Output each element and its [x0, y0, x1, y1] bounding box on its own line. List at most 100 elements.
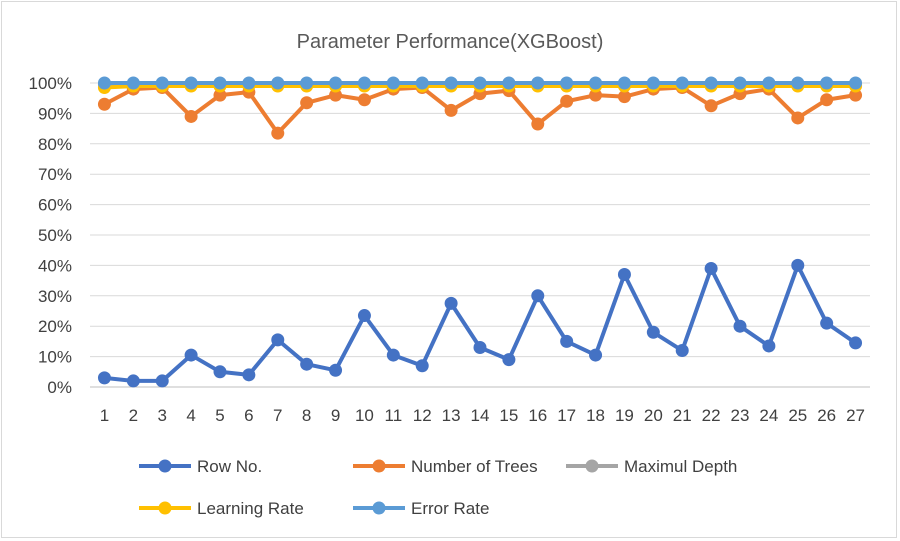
x-tick-label: 17	[557, 406, 576, 425]
data-point	[502, 353, 516, 367]
data-point	[589, 76, 603, 90]
x-tick-label: 1	[100, 406, 109, 425]
data-point	[531, 289, 545, 303]
data-point	[184, 109, 198, 123]
data-point	[271, 76, 285, 90]
data-point	[733, 319, 747, 333]
data-point	[155, 374, 169, 388]
data-point	[97, 97, 111, 111]
data-point	[791, 111, 805, 125]
x-tick-label: 2	[129, 406, 138, 425]
legend-swatch-marker	[372, 459, 386, 473]
x-axis-ticks: 1 2 3 4 5 6 7 8 9 10 11 12 13 14 15 16 17 18 19 20 21 22 23 24 2…	[100, 406, 865, 425]
chart-title: Parameter Performance(XGBoost)	[297, 31, 604, 53]
x-tick-label: 18	[586, 406, 605, 425]
legend-item: Error Rate	[353, 499, 489, 518]
data-point	[97, 371, 111, 385]
data-point	[617, 76, 631, 90]
data-point	[617, 90, 631, 104]
legend: Row No. Number of Trees Maximul Depth Learn…	[139, 457, 737, 518]
x-tick-label: 12	[413, 406, 432, 425]
legend-label: Number of Trees	[411, 457, 538, 476]
y-tick-label: 40%	[38, 256, 72, 275]
data-point	[329, 363, 343, 377]
data-point	[820, 316, 834, 330]
data-point	[213, 76, 227, 90]
x-tick-label: 24	[759, 406, 778, 425]
data-point	[444, 103, 458, 117]
legend-item: Maximul Depth	[566, 457, 737, 476]
y-tick-label: 10%	[38, 348, 72, 367]
legend-swatch-marker	[158, 501, 172, 515]
data-point	[300, 357, 314, 371]
series-layer	[97, 76, 863, 388]
data-point	[502, 76, 516, 90]
data-point	[560, 76, 574, 90]
data-point	[473, 76, 487, 90]
x-tick-label: 26	[817, 406, 836, 425]
data-point	[386, 348, 400, 362]
x-tick-label: 9	[331, 406, 340, 425]
data-point	[704, 76, 718, 90]
legend-label: Row No.	[197, 457, 262, 476]
x-tick-label: 7	[273, 406, 282, 425]
data-point	[646, 325, 660, 339]
data-point	[762, 76, 776, 90]
y-tick-label: 90%	[38, 104, 72, 123]
x-tick-label: 20	[644, 406, 663, 425]
data-point	[386, 76, 400, 90]
data-point	[444, 76, 458, 90]
data-point	[415, 359, 429, 373]
y-axis-ticks: 0% 10% 20% 30% 40% 50% 60% 70% 80% 90% 100%	[29, 74, 72, 397]
series-0	[97, 258, 863, 388]
legend-label: Learning Rate	[197, 499, 304, 518]
x-tick-label: 13	[442, 406, 461, 425]
data-point	[242, 76, 256, 90]
data-point	[531, 117, 545, 131]
x-tick-label: 5	[215, 406, 224, 425]
x-tick-label: 11	[385, 406, 403, 425]
x-tick-label: 23	[731, 406, 750, 425]
data-point	[560, 94, 574, 108]
data-point	[242, 368, 256, 382]
data-point	[213, 88, 227, 102]
legend-label: Error Rate	[411, 499, 489, 518]
data-point	[675, 344, 689, 358]
x-tick-label: 27	[846, 406, 865, 425]
x-tick-label: 19	[615, 406, 634, 425]
data-point	[329, 88, 343, 102]
data-point	[329, 76, 343, 90]
data-point	[589, 88, 603, 102]
data-point	[733, 76, 747, 90]
data-point	[155, 76, 169, 90]
data-point	[849, 76, 863, 90]
data-point	[704, 261, 718, 275]
y-tick-label: 0%	[47, 378, 72, 397]
legend-swatch-marker	[372, 501, 386, 515]
data-point	[97, 76, 111, 90]
data-point	[415, 76, 429, 90]
data-point	[300, 76, 314, 90]
data-point	[675, 76, 689, 90]
x-tick-label: 4	[186, 406, 195, 425]
data-point	[849, 336, 863, 350]
y-tick-label: 100%	[29, 74, 72, 93]
legend-item: Number of Trees	[353, 457, 538, 476]
data-point	[791, 76, 805, 90]
data-point	[213, 365, 227, 379]
x-tick-label: 10	[355, 406, 374, 425]
data-point	[271, 333, 285, 347]
data-point	[646, 76, 660, 90]
x-tick-label: 15	[499, 406, 518, 425]
legend-swatch-marker	[585, 459, 599, 473]
series-4	[97, 76, 863, 90]
data-point	[126, 374, 140, 388]
x-tick-label: 14	[471, 406, 490, 425]
data-point	[271, 126, 285, 140]
y-tick-label: 30%	[38, 287, 72, 306]
data-point	[473, 340, 487, 354]
x-tick-label: 22	[702, 406, 721, 425]
y-tick-label: 80%	[38, 135, 72, 154]
x-tick-label: 6	[244, 406, 253, 425]
